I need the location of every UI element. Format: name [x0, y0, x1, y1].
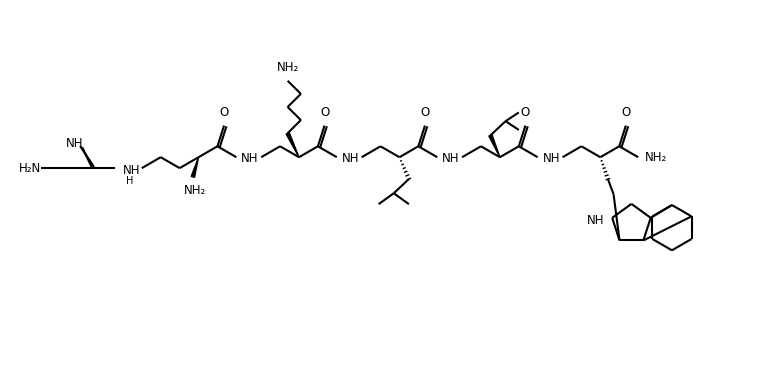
Text: O: O: [520, 105, 530, 119]
Polygon shape: [286, 132, 299, 157]
Text: NH: NH: [123, 164, 140, 176]
Text: NH: NH: [587, 214, 604, 227]
Text: NH₂: NH₂: [645, 151, 668, 164]
Text: O: O: [219, 105, 229, 119]
Text: H₂N: H₂N: [19, 162, 41, 175]
Text: O: O: [320, 105, 329, 119]
Text: NH: NH: [66, 137, 83, 150]
Polygon shape: [489, 135, 500, 157]
Text: NH: NH: [342, 152, 359, 165]
Text: O: O: [621, 105, 630, 119]
Polygon shape: [191, 157, 199, 177]
Text: NH₂: NH₂: [277, 61, 299, 74]
Text: NH: NH: [242, 152, 259, 165]
Text: NH: NH: [543, 152, 560, 165]
Text: O: O: [421, 105, 430, 119]
Text: H: H: [126, 176, 133, 186]
Text: NH: NH: [442, 152, 459, 165]
Text: NH₂: NH₂: [184, 184, 206, 197]
